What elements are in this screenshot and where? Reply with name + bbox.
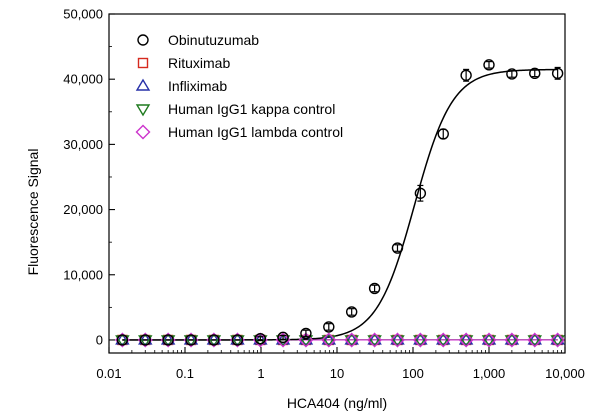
axes: 0.01 0.1 1 10 100 1,000 10,000 0 10,000 20,000 30,… bbox=[63, 7, 585, 382]
data-point-obinutuzumab bbox=[414, 187, 427, 199]
data-point-infliximab bbox=[298, 332, 314, 345]
legend-label-human-igg1-lambda-control: Human IgG1 lambda control bbox=[168, 124, 343, 140]
data-point-obinutuzumab bbox=[345, 306, 358, 318]
data-point-human-igg1-lambda-control bbox=[435, 332, 451, 348]
x-tick-label: 10,000 bbox=[545, 366, 585, 381]
data-point-human-igg1-lambda-control bbox=[527, 332, 543, 348]
data-point-human-igg1-kappa-control bbox=[160, 335, 176, 348]
data-point-human-igg1-kappa-control bbox=[367, 335, 382, 348]
data-point-human-igg1-kappa-control bbox=[390, 335, 405, 348]
legend-marker-human-igg1-kappa-control bbox=[135, 104, 151, 117]
data-point-obinutuzumab bbox=[139, 334, 151, 346]
data-point-human-igg1-kappa-control bbox=[183, 335, 199, 348]
x-tick-label: 0.01 bbox=[96, 366, 121, 381]
data-point-human-igg1-kappa-control bbox=[413, 335, 428, 348]
data-point-infliximab bbox=[550, 332, 565, 345]
data-point-human-igg1-kappa-control bbox=[436, 335, 451, 348]
data-point-human-igg1-lambda-control bbox=[550, 332, 566, 348]
data-point-human-igg1-lambda-control bbox=[458, 332, 474, 348]
y-axis-label: Fluorescence Signal bbox=[25, 149, 41, 276]
data-point-human-igg1-lambda-control bbox=[321, 332, 337, 348]
x-tick-label: 1,000 bbox=[473, 366, 506, 381]
data-point-obinutuzumab bbox=[529, 67, 541, 80]
data-point-infliximab bbox=[138, 332, 153, 345]
data-point-obinutuzumab bbox=[460, 69, 472, 81]
data-point-obinutuzumab bbox=[208, 334, 220, 346]
data-point-infliximab bbox=[344, 332, 359, 345]
data-point-obinutuzumab bbox=[368, 282, 381, 295]
data-point-human-igg1-kappa-control bbox=[344, 335, 359, 348]
legend: Obinutuzumab Rituximab Infliximab Human IgG… bbox=[135, 32, 343, 140]
x-tick-label: 100 bbox=[402, 366, 424, 381]
data-point-human-igg1-kappa-control bbox=[550, 335, 565, 348]
data-point-infliximab bbox=[230, 332, 245, 345]
data-point-obinutuzumab bbox=[551, 67, 564, 80]
y-tick-label: 0 bbox=[96, 332, 103, 347]
data-point-human-igg1-kappa-control bbox=[206, 335, 222, 348]
data-point-obinutuzumab bbox=[506, 68, 518, 80]
x-axis-label: HCA404 (ng/ml) bbox=[287, 395, 387, 411]
data-point-infliximab bbox=[504, 332, 520, 345]
data-point-human-igg1-lambda-control bbox=[504, 332, 520, 348]
data-point-obinutuzumab bbox=[254, 332, 267, 345]
data-point-infliximab bbox=[458, 332, 474, 345]
data-point-obinutuzumab bbox=[185, 334, 197, 346]
x-tick-label: 1 bbox=[257, 366, 264, 381]
y-tick-label: 20,000 bbox=[63, 202, 103, 217]
data-point-obinutuzumab bbox=[391, 242, 404, 254]
data-point-obinutuzumab bbox=[277, 331, 289, 344]
data-point-obinutuzumab bbox=[300, 327, 312, 340]
data-point-obinutuzumab bbox=[323, 321, 335, 333]
data-point-infliximab bbox=[481, 332, 497, 345]
legend-marker-obinutuzumab bbox=[137, 34, 149, 46]
x-tick-label: 0.1 bbox=[176, 366, 194, 381]
data-point-human-igg1-lambda-control bbox=[412, 332, 428, 348]
plot-area bbox=[114, 59, 566, 348]
data-point-infliximab bbox=[115, 332, 130, 345]
data-point-infliximab bbox=[436, 332, 451, 345]
data-point-obinutuzumab bbox=[483, 59, 495, 71]
data-point-human-igg1-kappa-control bbox=[481, 335, 497, 348]
legend-label-obinutuzumab: Obinutuzumab bbox=[168, 32, 259, 48]
data-point-infliximab bbox=[183, 332, 199, 345]
data-point-obinutuzumab bbox=[116, 334, 129, 346]
legend-marker-human-igg1-lambda-control bbox=[135, 124, 151, 140]
data-point-obinutuzumab bbox=[162, 334, 174, 346]
data-point-human-igg1-kappa-control bbox=[230, 335, 245, 348]
y-tick-label: 30,000 bbox=[63, 137, 103, 152]
legend-label-human-igg1-kappa-control: Human IgG1 kappa control bbox=[168, 101, 335, 117]
data-point-human-igg1-kappa-control bbox=[504, 335, 520, 348]
data-point-obinutuzumab bbox=[437, 128, 449, 140]
data-point-human-igg1-kappa-control bbox=[321, 335, 337, 348]
data-point-human-igg1-lambda-control bbox=[481, 332, 497, 348]
y-tick-label: 10,000 bbox=[63, 267, 103, 282]
data-point-infliximab bbox=[206, 332, 222, 345]
y-tick-label: 50,000 bbox=[63, 7, 103, 22]
data-point-infliximab bbox=[367, 332, 382, 345]
data-point-obinutuzumab bbox=[231, 334, 244, 346]
data-point-infliximab bbox=[160, 332, 176, 345]
data-point-human-igg1-kappa-control bbox=[458, 335, 474, 348]
data-point-human-igg1-kappa-control bbox=[115, 335, 130, 348]
legend-marker-infliximab bbox=[135, 78, 151, 91]
data-point-human-igg1-lambda-control bbox=[367, 332, 383, 348]
y-tick-label: 40,000 bbox=[63, 72, 103, 87]
data-point-infliximab bbox=[321, 332, 337, 345]
data-point-human-igg1-lambda-control bbox=[389, 332, 405, 348]
legend-label-infliximab: Infliximab bbox=[168, 78, 227, 94]
data-point-human-igg1-lambda-control bbox=[298, 332, 314, 348]
data-point-human-igg1-kappa-control bbox=[527, 335, 542, 348]
legend-label-rituximab: Rituximab bbox=[168, 55, 230, 71]
x-tick-label: 10 bbox=[330, 366, 344, 381]
data-point-infliximab bbox=[527, 332, 542, 345]
data-point-infliximab bbox=[413, 332, 428, 345]
data-point-infliximab bbox=[390, 332, 405, 345]
data-point-human-igg1-kappa-control bbox=[138, 335, 153, 348]
data-point-human-igg1-lambda-control bbox=[344, 332, 360, 348]
legend-marker-rituximab bbox=[137, 57, 149, 69]
